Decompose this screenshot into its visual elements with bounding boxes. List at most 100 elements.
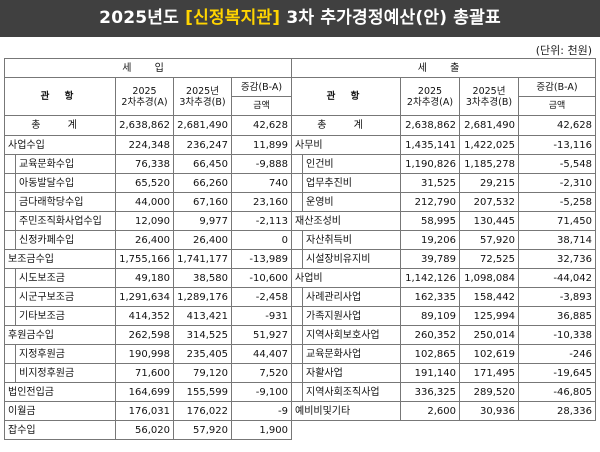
expenditure-row-b: 57,920 [459, 230, 519, 250]
table-row: 잡수입 56,020 57,920 1,900 [4, 420, 596, 440]
revenue-row-a: 414,352 [115, 306, 174, 326]
column-subheader-row: 금액 금액 [5, 96, 596, 116]
expenditure-row-diff: 38,714 [518, 230, 596, 250]
revenue-row-diff: 23,160 [231, 192, 292, 212]
expenditure-row-label: 시설장비유지비 [302, 249, 401, 269]
expenditure-row-b: 289,520 [459, 382, 519, 402]
expenditure-row-a: 162,335 [400, 287, 460, 307]
expenditure-row-label: 교육문화사업 [302, 344, 401, 364]
revenue-row-b: 66,260 [173, 173, 232, 193]
revenue-row-b: 66,450 [173, 154, 232, 174]
revenue-row-b: 176,022 [173, 401, 232, 421]
revenue-row-b: 38,580 [173, 268, 232, 288]
revenue-row-a: 164,699 [115, 382, 174, 402]
expenditure-row-b: 102,619 [459, 344, 519, 364]
revenue-row-b: 26,400 [173, 230, 232, 250]
revenue-diff-subheader: 금액 [231, 96, 292, 116]
expenditure-row-diff: -246 [518, 344, 596, 364]
indent-cell [4, 192, 16, 212]
expenditure-row-a: 89,109 [400, 306, 460, 326]
expenditure-row-b: 1,098,084 [459, 268, 519, 288]
revenue-row-a: 44,000 [115, 192, 174, 212]
expenditure-row-a: 31,525 [400, 173, 460, 193]
table-row: 후원금수입 262,598 314,525 51,927 지역사회보호사업 26… [4, 325, 596, 345]
expenditure-row-label: 지역사회보호사업 [302, 325, 401, 345]
total-row: 총 계 2,638,862 2,681,490 42,628 총 계 2,638… [4, 115, 596, 136]
revenue-row-b: 314,525 [173, 325, 232, 345]
revenue-row-a: 65,520 [115, 173, 174, 193]
revenue-row-label: 아동발달수입 [15, 173, 116, 193]
expenditure-col-b-header: 2025년 3차추경(B) [459, 77, 519, 116]
revenue-row-diff: 1,900 [231, 420, 292, 440]
indent-cell [4, 211, 16, 231]
revenue-row-a: 76,338 [115, 154, 174, 174]
unit-label: (단위: 천원) [535, 44, 592, 57]
indent-cell [291, 382, 303, 402]
revenue-row-diff: -13,989 [231, 249, 292, 269]
table-row: 시도보조금 49,180 38,580 -10,600 사업비 1,142,12… [4, 268, 596, 288]
revenue-row-label: 시도보조금 [15, 268, 116, 288]
indent-cell [291, 363, 303, 383]
revenue-row-a: 26,400 [115, 230, 174, 250]
revenue-row-label: 보조금수입 [4, 249, 116, 269]
table-row: 사업수입 224,348 236,247 11,899 사무비 1,435,14… [4, 135, 596, 155]
revenue-total-a: 2,638,862 [115, 115, 174, 136]
title-post: 3차 추가경정예산(안) 총괄표 [280, 8, 501, 28]
expenditure-row-a: 58,995 [400, 211, 460, 231]
expenditure-row-label: 예비비및기타 [291, 401, 401, 421]
expenditure-row-a: 1,190,826 [400, 154, 460, 174]
revenue-row-a: 71,600 [115, 363, 174, 383]
expenditure-total-a: 2,638,862 [400, 115, 460, 136]
revenue-col-a-header: 2025 2차추경(A) [115, 77, 174, 116]
expenditure-row-label: 가족지원사업 [302, 306, 401, 326]
expenditure-row-a: 102,865 [400, 344, 460, 364]
expenditure-row-diff: -44,042 [518, 268, 596, 288]
revenue-row-label: 비지정후원금 [15, 363, 116, 383]
expenditure-diff-subheader: 금액 [518, 96, 596, 116]
expenditure-row-a: 191,140 [400, 363, 460, 383]
revenue-row-a: 262,598 [115, 325, 174, 345]
empty-cell [292, 421, 596, 440]
expenditure-row-label: 업무추진비 [302, 173, 401, 193]
indent-cell [4, 268, 16, 288]
expenditure-row-diff: 28,336 [518, 401, 596, 421]
expenditure-row-label: 자활사업 [302, 363, 401, 383]
table-row: 기타보조금 414,352 413,421 -931 가족지원사업 89,109… [4, 306, 596, 326]
expenditure-row-b: 171,495 [459, 363, 519, 383]
expenditure-row-b: 207,532 [459, 192, 519, 212]
expenditure-row-b: 1,422,025 [459, 135, 519, 155]
revenue-row-b: 79,120 [173, 363, 232, 383]
expenditure-item-header: 관 항 [291, 77, 401, 116]
expenditure-row-b: 72,525 [459, 249, 519, 269]
expenditure-row-label: 사무비 [291, 135, 401, 155]
indent-cell [291, 192, 303, 212]
revenue-row-b: 9,977 [173, 211, 232, 231]
expenditure-row-diff: -46,805 [518, 382, 596, 402]
expenditure-row-diff: 71,450 [518, 211, 596, 231]
expenditure-row-diff: 36,885 [518, 306, 596, 326]
revenue-row-label: 법인전입금 [4, 382, 116, 402]
expenditure-row-b: 158,442 [459, 287, 519, 307]
table-row: 교육문화수입 76,338 66,450 -9,888 인건비 1,190,82… [4, 154, 596, 174]
revenue-row-a: 12,090 [115, 211, 174, 231]
revenue-row-diff: 11,899 [231, 135, 292, 155]
expenditure-row-label: 사례관리사업 [302, 287, 401, 307]
indent-cell [291, 173, 303, 193]
expenditure-row-label: 자산취득비 [302, 230, 401, 250]
indent-cell [4, 344, 16, 364]
revenue-row-diff: 44,407 [231, 344, 292, 364]
revenue-total-b: 2,681,490 [173, 115, 232, 136]
expenditure-row-a: 2,600 [400, 401, 460, 421]
expenditure-row-a: 260,352 [400, 325, 460, 345]
revenue-row-diff: -9,888 [231, 154, 292, 174]
revenue-row-label: 지정후원금 [15, 344, 116, 364]
table-row: 보조금수입 1,755,166 1,741,177 -13,989 시설장비유지… [4, 249, 596, 269]
revenue-row-diff: -931 [231, 306, 292, 326]
table-row: 지정후원금 190,998 235,405 44,407 교육문화사업 102,… [4, 344, 596, 364]
revenue-row-diff: -2,458 [231, 287, 292, 307]
table-row: 금다래학당수입 44,000 67,160 23,160 운영비 212,790… [4, 192, 596, 212]
revenue-row-label: 시군구보조금 [15, 287, 116, 307]
expenditure-row-b: 125,994 [459, 306, 519, 326]
expenditure-row-b: 1,185,278 [459, 154, 519, 174]
table-row: 비지정후원금 71,600 79,120 7,520 자활사업 191,140 … [4, 363, 596, 383]
